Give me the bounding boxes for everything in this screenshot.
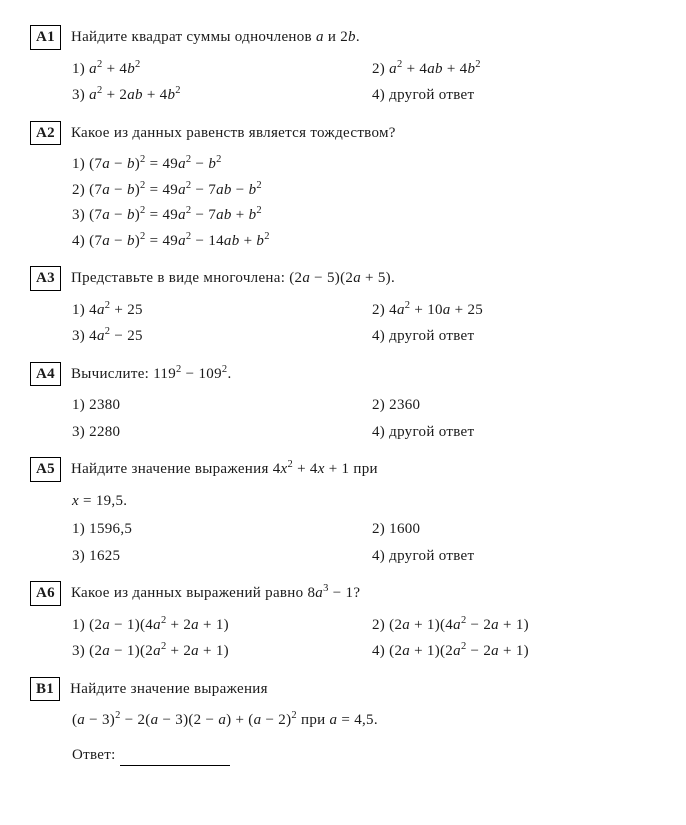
question-header: A4 Вычислите: 1192 − 1092. xyxy=(30,362,656,387)
question-header: B1 Найдите значение выражения xyxy=(30,677,656,702)
question-text: Какое из данных равенств является тождес… xyxy=(71,122,656,145)
question-text: Найдите значение выражения xyxy=(70,678,656,701)
option-1: 1) (2a − 1)(4a2 + 2a + 1) xyxy=(72,614,356,637)
options: 1) (2a − 1)(4a2 + 2a + 1) 2) (2a + 1)(4a… xyxy=(72,614,656,663)
option-2: 2) (2a + 1)(4a2 − 2a + 1) xyxy=(372,614,656,637)
question-label: A1 xyxy=(30,25,61,50)
options: 1) (7a − b)2 = 49a2 − b2 2) (7a − b)2 = … xyxy=(72,153,656,252)
question-label: A3 xyxy=(30,266,61,291)
question-label: A2 xyxy=(30,121,61,146)
question-text: Какое из данных выражений равно 8a3 − 1? xyxy=(71,582,656,605)
question-a1: A1 Найдите квадрат суммы одночленов a и … xyxy=(30,25,656,107)
option-2: 2) 2360 xyxy=(372,394,656,417)
answer-label: Ответ: xyxy=(72,747,116,763)
question-header: A1 Найдите квадрат суммы одночленов a и … xyxy=(30,25,656,50)
option-4: 4) другой ответ xyxy=(372,84,656,107)
question-text: Вычислите: 1192 − 1092. xyxy=(71,363,656,386)
question-a2: A2 Какое из данных равенств является тож… xyxy=(30,121,656,253)
question-extra: (a − 3)2 − 2(a − 3)(2 − a) + (a − 2)2 пр… xyxy=(72,709,656,732)
option-1: 1) 2380 xyxy=(72,394,356,417)
question-text: Найдите квадрат суммы одночленов a и 2b. xyxy=(71,26,656,49)
option-2: 2) 4a2 + 10a + 25 xyxy=(372,299,656,322)
option-1: 1) a2 + 4b2 xyxy=(72,58,356,81)
option-1: 1) (7a − b)2 = 49a2 − b2 xyxy=(72,153,656,176)
question-header: A6 Какое из данных выражений равно 8a3 −… xyxy=(30,581,656,606)
question-a6: A6 Какое из данных выражений равно 8a3 −… xyxy=(30,581,656,663)
options: 1) 4a2 + 25 2) 4a2 + 10a + 25 3) 4a2 − 2… xyxy=(72,299,656,348)
question-label: A6 xyxy=(30,581,61,606)
question-label: A4 xyxy=(30,362,61,387)
option-1: 1) 1596,5 xyxy=(72,518,356,541)
option-4: 4) другой ответ xyxy=(372,421,656,444)
options: 1) a2 + 4b2 2) a2 + 4ab + 4b2 3) a2 + 2a… xyxy=(72,58,656,107)
option-2: 2) a2 + 4ab + 4b2 xyxy=(372,58,656,81)
option-4: 4) другой ответ xyxy=(372,545,656,568)
question-a4: A4 Вычислите: 1192 − 1092. 1) 2380 2) 23… xyxy=(30,362,656,444)
option-4: 4) (7a − b)2 = 49a2 − 14ab + b2 xyxy=(72,230,656,253)
options: 1) 2380 2) 2360 3) 2280 4) другой ответ xyxy=(72,394,656,443)
option-1: 1) 4a2 + 25 xyxy=(72,299,356,322)
option-3: 3) (7a − b)2 = 49a2 − 7ab + b2 xyxy=(72,204,656,227)
option-4: 4) (2a + 1)(2a2 − 2a + 1) xyxy=(372,640,656,663)
option-3: 3) 4a2 − 25 xyxy=(72,325,356,348)
option-3: 3) (2a − 1)(2a2 + 2a + 1) xyxy=(72,640,356,663)
question-text: Найдите значение выражения 4x2 + 4x + 1 … xyxy=(71,458,656,481)
option-3: 3) 2280 xyxy=(72,421,356,444)
question-header: A5 Найдите значение выражения 4x2 + 4x +… xyxy=(30,457,656,482)
question-b1: B1 Найдите значение выражения (a − 3)2 −… xyxy=(30,677,656,767)
option-3: 3) a2 + 2ab + 4b2 xyxy=(72,84,356,107)
question-a3: A3 Представьте в виде многочлена: (2a − … xyxy=(30,266,656,348)
question-text: Представьте в виде многочлена: (2a − 5)(… xyxy=(71,267,656,290)
question-a5: A5 Найдите значение выражения 4x2 + 4x +… xyxy=(30,457,656,567)
option-2: 2) (7a − b)2 = 49a2 − 7ab − b2 xyxy=(72,179,656,202)
answer-blank xyxy=(120,765,230,766)
options: 1) 1596,5 2) 1600 3) 1625 4) другой отве… xyxy=(72,518,656,567)
question-header: A3 Представьте в виде многочлена: (2a − … xyxy=(30,266,656,291)
option-4: 4) другой ответ xyxy=(372,325,656,348)
option-2: 2) 1600 xyxy=(372,518,656,541)
question-extra: x = 19,5. xyxy=(72,490,656,513)
question-header: A2 Какое из данных равенств является тож… xyxy=(30,121,656,146)
question-label: B1 xyxy=(30,677,60,702)
question-label: A5 xyxy=(30,457,61,482)
answer-line: Ответ: xyxy=(72,744,656,767)
option-3: 3) 1625 xyxy=(72,545,356,568)
